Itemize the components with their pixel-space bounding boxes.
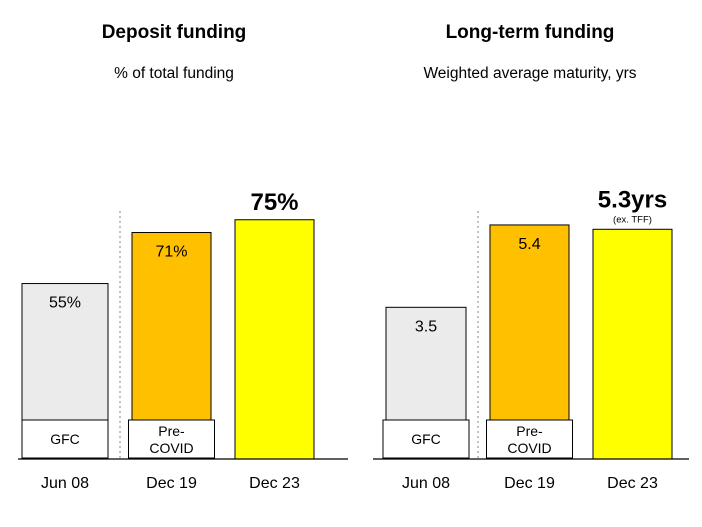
- period-tag-label: GFC: [50, 431, 80, 447]
- period-tag-label: COVID: [507, 440, 551, 456]
- highlight-note: (ex. TFF): [613, 214, 652, 225]
- bar-dec-23: [592, 228, 673, 460]
- panel1-title: Deposit funding: [102, 22, 247, 43]
- bar-dec-23: [234, 219, 315, 460]
- period-tag-label: COVID: [149, 440, 193, 456]
- period-tag-label: GFC: [411, 431, 441, 447]
- bar-value-label: 55%: [49, 295, 81, 312]
- panel2-subtitle: Weighted average maturity, yrs: [423, 65, 636, 82]
- bar-value-label: 71%: [155, 244, 187, 261]
- period-tag-box: [486, 419, 573, 459]
- bar-value-label: 5.4: [518, 236, 540, 253]
- x-tick-label: Dec 19: [146, 475, 197, 492]
- panel2-title: Long-term funding: [446, 22, 615, 43]
- x-tick-label: Dec 23: [249, 475, 300, 492]
- x-tick-label: Jun 08: [402, 475, 450, 492]
- x-tick-label: Dec 19: [504, 475, 555, 492]
- period-tag-box: [128, 419, 215, 459]
- bar-value-label: 3.5: [415, 318, 437, 335]
- period-tag-label: Pre-: [158, 423, 185, 439]
- highlight-value-label: 5.3yrs: [598, 186, 667, 213]
- highlight-value-label: 75%: [250, 189, 298, 216]
- period-tag-label: Pre-: [516, 423, 543, 439]
- period-tag-box: [382, 419, 470, 459]
- panel1-subtitle: % of total funding: [114, 65, 234, 82]
- period-tag-box: [21, 419, 109, 459]
- x-tick-label: Jun 08: [41, 475, 89, 492]
- x-tick-label: Dec 23: [607, 475, 658, 492]
